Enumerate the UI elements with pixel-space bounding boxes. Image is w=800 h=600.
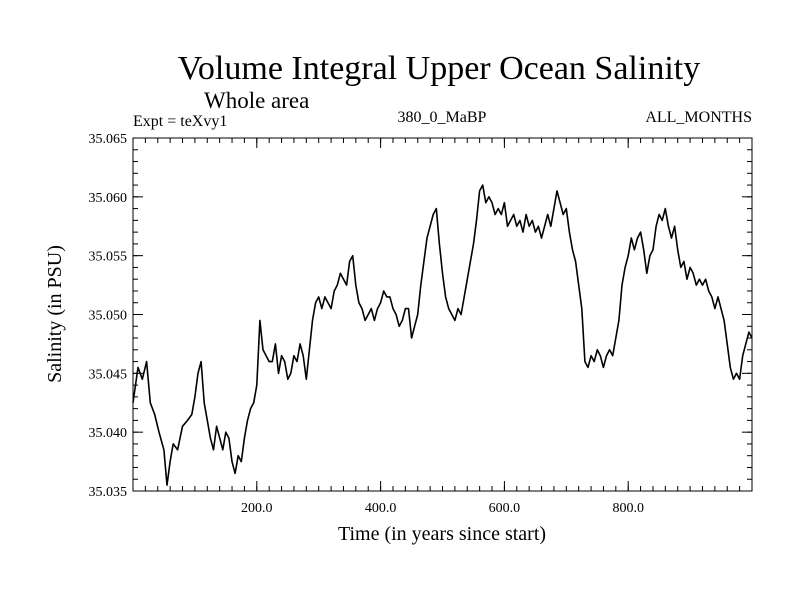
- x-tick-label: 200.0: [241, 501, 273, 516]
- y-tick-label: 35.045: [89, 367, 128, 382]
- period-label: 380_0_MaBP: [398, 109, 487, 126]
- x-axis-label: Time (in years since start): [338, 523, 546, 545]
- y-tick-label: 35.060: [89, 191, 128, 206]
- x-tick-label: 800.0: [612, 501, 644, 516]
- chart-title: Volume Integral Upper Ocean Salinity: [178, 50, 700, 87]
- y-tick-label: 35.040: [89, 426, 128, 441]
- y-tick-label: 35.050: [89, 309, 128, 324]
- chart-subtitle: Whole area: [204, 88, 309, 113]
- x-tick-label: 400.0: [365, 501, 397, 516]
- series-layer: [132, 184, 753, 486]
- y-axis-label: Salinity (in PSU): [44, 245, 66, 383]
- y-tick-label: 35.035: [89, 485, 128, 500]
- months-label: ALL_MONTHS: [645, 109, 752, 126]
- y-tick-label: 35.055: [89, 250, 128, 265]
- x-tick-label: 600.0: [489, 501, 521, 516]
- series-line-salinity: [132, 184, 753, 486]
- plot-frame: [132, 137, 753, 492]
- y-tick-label: 35.065: [89, 132, 128, 147]
- axes: 200.0 400.0 600.0 800.0 35.035 35.040 35.045 35…: [89, 132, 752, 516]
- experiment-label: Expt = teXvy1: [133, 113, 227, 130]
